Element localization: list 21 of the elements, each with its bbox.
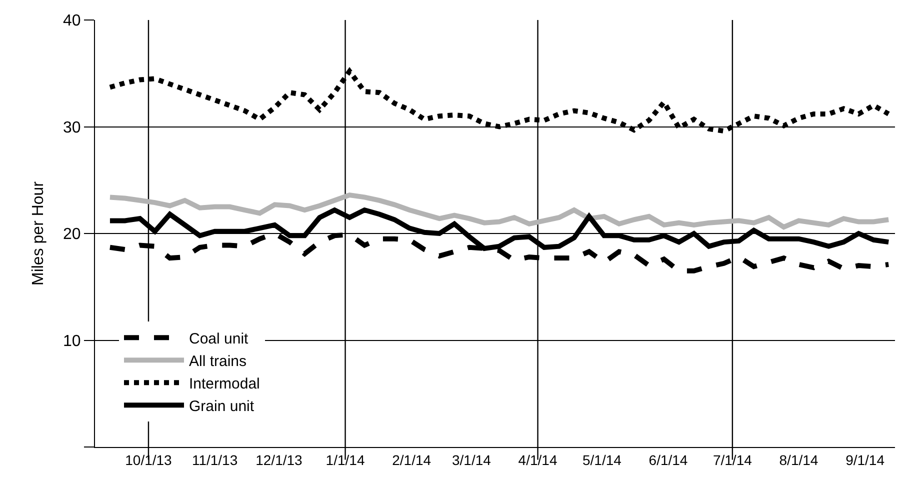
x-tick-label: 12/1/13 [256, 452, 303, 468]
x-tick-label: 10/1/13 [125, 452, 172, 468]
legend-label: All trains [189, 352, 247, 370]
x-tick-label: 4/1/14 [518, 452, 558, 468]
x-tick-label: 6/1/14 [648, 452, 688, 468]
x-tick-label: 9/1/14 [846, 452, 885, 468]
x-tick-label: 5/1/14 [582, 452, 622, 468]
y-tick-label: 30 [63, 119, 81, 136]
legend-label: Intermodal [189, 375, 260, 392]
x-tick-label: 3/1/14 [452, 452, 492, 468]
y-tick-label: 10 [63, 332, 81, 350]
x-tick-label: 2/1/14 [392, 452, 432, 468]
x-tick-label: 11/1/13 [192, 452, 238, 468]
y-tick-label: 40 [63, 12, 81, 30]
x-tick-label: 7/1/14 [712, 452, 752, 468]
legend-label: Coal unit [189, 330, 250, 348]
x-tick-label: 1/1/14 [326, 452, 365, 468]
y-tick-label: 20 [63, 226, 81, 244]
x-tick-label: 8/1/14 [779, 452, 818, 468]
y-axis-title: Miles per Hour [30, 180, 47, 286]
legend-label: Grain unit [189, 398, 255, 415]
